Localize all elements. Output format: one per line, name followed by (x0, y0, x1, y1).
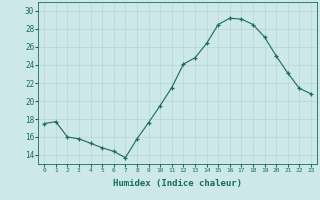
X-axis label: Humidex (Indice chaleur): Humidex (Indice chaleur) (113, 179, 242, 188)
